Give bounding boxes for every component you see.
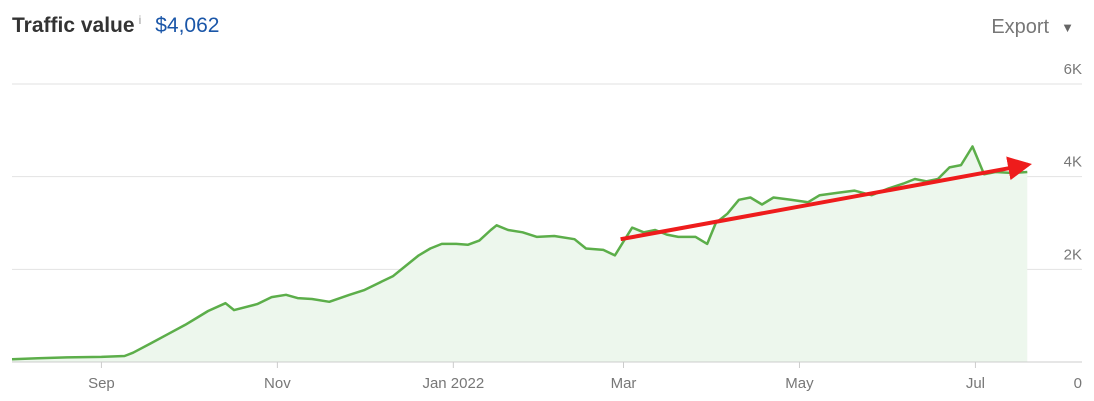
traffic-value: $4,062: [155, 14, 220, 37]
trend-arrow-0: [620, 156, 1032, 242]
x-tick-label-5: Jul: [966, 375, 985, 392]
x-tick-label-3: Mar: [611, 375, 637, 392]
x-tick-label-2: Jan 2022: [422, 375, 484, 392]
y-axis: 0 2K 4K 6K: [1064, 61, 1082, 392]
annotation-layer: [620, 156, 1032, 242]
x-tick-label-4: May: [785, 375, 814, 392]
chart-title: Traffic value: [12, 14, 135, 37]
y-tick-label-4K: 4K: [1064, 154, 1082, 171]
export-button[interactable]: Export ▼: [991, 16, 1074, 39]
x-tick-label-1: Nov: [264, 375, 291, 392]
chart-header: Traffic value i $4,062: [12, 13, 220, 44]
x-tick-label-0: Sep: [88, 375, 115, 392]
y-tick-label-6K: 6K: [1064, 61, 1082, 78]
x-axis: Sep Nov Jan 2022 Mar May Jul: [12, 361, 1082, 392]
y-tick-label-0: 0: [1074, 375, 1082, 392]
series-area-0: [12, 146, 1028, 362]
caret-down-icon: ▼: [1061, 20, 1074, 35]
info-icon[interactable]: i: [138, 13, 142, 27]
export-label: Export: [991, 16, 1050, 38]
area-layer: [11, 145, 1028, 362]
y-tick-label-2K: 2K: [1064, 246, 1082, 263]
